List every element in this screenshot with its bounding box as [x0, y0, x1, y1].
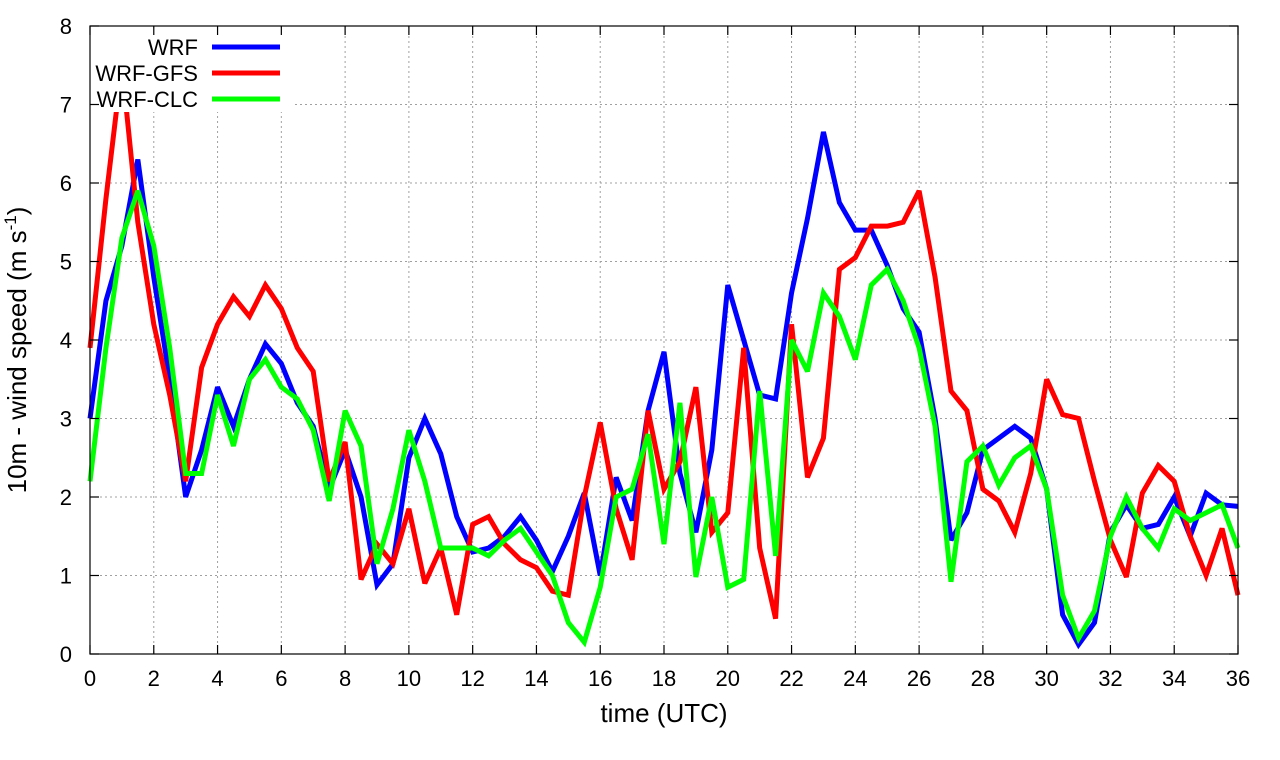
legend-label-wrf-clc: WRF-CLC: [97, 87, 199, 112]
y-tick-label: 8: [60, 14, 72, 39]
x-tick-label: 18: [652, 666, 676, 691]
x-tick-label: 10: [397, 666, 421, 691]
y-tick-label: 7: [60, 93, 72, 118]
y-axis-label-close: ): [2, 207, 32, 216]
x-tick-label: 36: [1226, 666, 1250, 691]
y-tick-label: 0: [60, 642, 72, 667]
x-tick-label: 24: [843, 666, 867, 691]
y-axis-label: 10m - wind speed (m s-1): [1, 207, 32, 494]
x-axis-label: time (UTC): [600, 698, 727, 728]
x-tick-label: 16: [588, 666, 612, 691]
x-tick-label: 20: [716, 666, 740, 691]
x-tick-label: 0: [84, 666, 96, 691]
series-layer: [87, 64, 1241, 650]
y-tick-label: 4: [60, 328, 72, 353]
grid-lines: [89, 25, 1239, 655]
x-tick-label: 26: [907, 666, 931, 691]
x-tick-label: 6: [275, 666, 287, 691]
y-tick-label: 3: [60, 407, 72, 432]
y-tick-label: 5: [60, 250, 72, 275]
legend-label-wrf-gfs: WRF-GFS: [95, 61, 198, 86]
y-tick-label: 6: [60, 171, 72, 196]
x-tick-label: 28: [971, 666, 995, 691]
x-tick-labels: 0 2 4 6 8 10 12 14 16 18 20 22 24 26 28 30 32 34 36: [84, 666, 1250, 691]
x-tick-label: 4: [211, 666, 223, 691]
x-tick-label: 8: [339, 666, 351, 691]
x-tick-label: 34: [1162, 666, 1186, 691]
y-axis-label-superscript: -1: [1, 215, 20, 230]
y-tick-label: 2: [60, 485, 72, 510]
x-tick-label: 32: [1098, 666, 1122, 691]
axis-ticks: [89, 25, 1239, 655]
y-tick-label: 1: [60, 564, 72, 589]
x-tick-label: 30: [1034, 666, 1058, 691]
y-axis-label-main: 10m - wind speed (m s: [2, 230, 32, 493]
x-tick-label: 14: [524, 666, 548, 691]
series-line-wrf-clc: [87, 190, 1241, 648]
x-tick-label: 2: [148, 666, 160, 691]
x-tick-label: 12: [460, 666, 484, 691]
series-line-wrf-gfs: [87, 64, 1241, 620]
legend-label-wrf: WRF: [148, 35, 198, 60]
y-tick-labels: 0 1 2 3 4 5 6 7 8: [60, 14, 72, 667]
x-tick-label: 22: [779, 666, 803, 691]
